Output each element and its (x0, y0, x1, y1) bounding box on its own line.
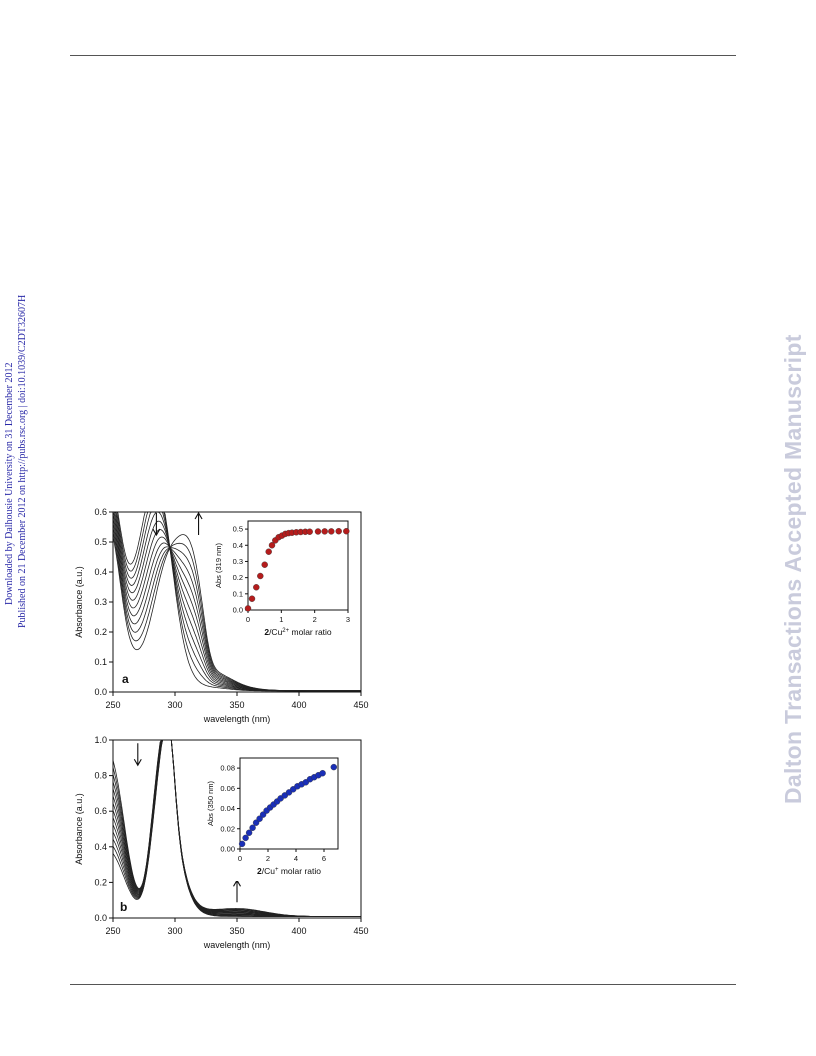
inset-y-tick-label: 0.02 (220, 824, 235, 833)
header-rule (70, 55, 736, 56)
x-axis-label: wavelength (nm) (203, 940, 271, 950)
x-tick-label: 450 (353, 926, 368, 936)
inset-y-tick-label: 0.04 (220, 804, 235, 813)
x-tick-label: 400 (291, 700, 306, 710)
y-tick-label: 0.8 (94, 771, 107, 781)
inset-x-tick-label: 2 (313, 615, 317, 624)
inset-x-tick-label: 2 (266, 854, 270, 863)
inset-data-point (249, 824, 256, 832)
inset-data-point (265, 548, 272, 555)
download-info-sidebar: Downloaded by Dalhousie University on 31… (0, 0, 40, 1056)
inset-y-tick-label: 0.2 (233, 573, 243, 582)
inset-data-point (321, 528, 328, 535)
inset-y-axis-label: Abs (319 nm) (214, 542, 223, 588)
y-axis-label: Absorbance (a.u.) (74, 566, 84, 638)
inset-data-point (343, 528, 350, 535)
inset-data-point (306, 528, 313, 535)
inset-data-point (244, 605, 252, 612)
inset-data-point (238, 840, 246, 848)
inset-y-tick-label: 0.08 (220, 764, 235, 773)
inset-y-tick-label: 0.1 (233, 589, 243, 598)
inset-data-point (259, 811, 267, 818)
x-tick-label: 400 (291, 926, 306, 936)
x-axis-label: wavelength (nm) (203, 714, 271, 724)
inset-data-point (248, 595, 256, 602)
x-tick-label: 350 (229, 926, 244, 936)
figure-panel-a: a 250 300 350 400 450 0.0 0.1 0.2 0.3 0.4 0.5 0.6 wa… (74, 507, 369, 724)
inset-y-tick-label: 0.5 (233, 525, 243, 534)
inset-y-tick-label: 0.4 (233, 541, 243, 550)
figure-panel-b: b 250 300 350 400 450 0.0 0.2 0.4 0.6 0.8 1.0 wavel… (74, 735, 369, 950)
inset-data-point (256, 815, 263, 822)
inset-frame (239, 757, 339, 850)
x-tick-label: 300 (167, 926, 182, 936)
spectrum-curve (112, 534, 361, 692)
y-tick-label: 0.2 (94, 627, 107, 637)
inset-x-tick-label: 1 (279, 615, 283, 624)
up-arrow (194, 511, 203, 535)
x-tick-label: 250 (105, 926, 120, 936)
inset-y-tick-label: 0.00 (220, 845, 235, 854)
inset-data-point (335, 528, 342, 535)
y-tick-label: 0.0 (94, 913, 107, 923)
inset-frame (247, 520, 349, 611)
inset-x-tick-label: 3 (346, 615, 350, 624)
y-axis-label: Absorbance (a.u.) (74, 793, 84, 865)
y-tick-label: 0.2 (94, 877, 107, 887)
inset-data-point (253, 584, 260, 591)
inset-data-point (314, 528, 322, 535)
inset-x-tick-label: 0 (246, 615, 250, 624)
up-arrow (233, 879, 241, 903)
y-tick-label: 0.3 (94, 597, 107, 607)
inset-data-point (328, 528, 335, 535)
x-tick-label: 300 (167, 700, 182, 710)
y-tick-label: 0.1 (94, 657, 107, 667)
accepted-manuscript-watermark: Dalton Transactions Accepted Manuscript (780, 334, 806, 804)
spectrum-curve (112, 739, 361, 917)
footer-rule (70, 984, 736, 985)
y-tick-label: 0.6 (94, 507, 107, 517)
inset-data-point (268, 542, 276, 549)
inset-data-point (245, 829, 253, 837)
down-arrow (152, 513, 161, 537)
inset-data-point (242, 834, 249, 842)
inset-y-tick-label: 0.3 (233, 557, 243, 566)
y-tick-label: 0.0 (94, 687, 107, 697)
x-tick-label: 450 (353, 700, 368, 710)
inset-x-axis-label: 2/Cu+ molar ratio (257, 866, 321, 876)
inset-x-tick-label: 6 (322, 854, 326, 863)
x-tick-label: 250 (105, 700, 120, 710)
x-tick-label: 350 (229, 700, 244, 710)
inset-x-axis-label: 2/Cu2+ molar ratio (264, 627, 332, 637)
y-tick-label: 0.5 (94, 537, 107, 547)
inset-y-axis-label: Abs (350 nm) (206, 780, 215, 826)
y-tick-label: 0.4 (94, 567, 107, 577)
inset-y-tick-label: 0.06 (220, 784, 235, 793)
y-tick-label: 1.0 (94, 735, 107, 745)
panel-b-label: b (120, 900, 127, 914)
published-notice[interactable]: Published on 21 December 2012 on http://… (17, 294, 28, 628)
inset-y-tick-label: 0.0 (233, 606, 243, 615)
downloaded-notice: Downloaded by Dalhousie University on 31… (4, 362, 15, 605)
inset-data-point (252, 819, 260, 826)
inset-data-point (261, 561, 268, 568)
inset-x-tick-label: 4 (294, 854, 298, 863)
inset-x-tick-label: 0 (238, 854, 242, 863)
inset-data-point (319, 770, 326, 777)
y-tick-label: 0.4 (94, 842, 107, 852)
inset-data-point (257, 572, 264, 580)
y-tick-label: 0.6 (94, 806, 107, 816)
down-arrow (133, 743, 142, 767)
inset-data-point (330, 763, 337, 771)
panel-a-label: a (122, 672, 129, 686)
